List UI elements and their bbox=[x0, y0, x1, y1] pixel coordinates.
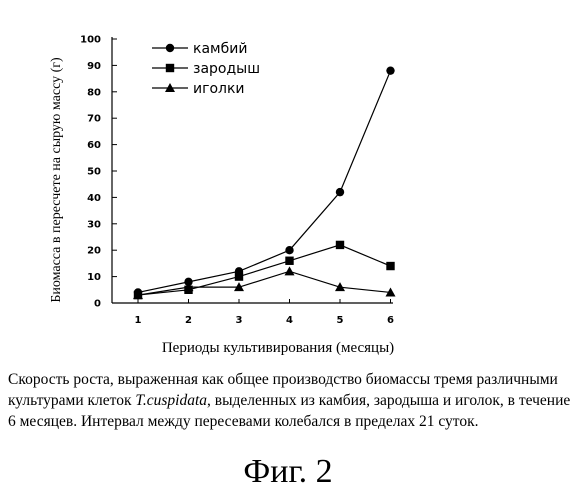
y-tick-label: 70 bbox=[87, 114, 101, 125]
data-point bbox=[336, 241, 344, 249]
series-1 bbox=[134, 66, 395, 296]
x-tick-label: 4 bbox=[286, 315, 293, 326]
data-point bbox=[386, 66, 394, 74]
chart-series bbox=[133, 66, 396, 299]
y-axis-label: Биомасса в пересчете на сырую массу (г) bbox=[49, 57, 64, 303]
legend-label: зародыш bbox=[193, 61, 260, 77]
data-point bbox=[386, 262, 394, 270]
chart-legend: камбий зародыш иголки bbox=[152, 41, 260, 97]
data-point bbox=[285, 257, 293, 265]
series-line bbox=[138, 245, 391, 295]
legend-marker bbox=[166, 64, 174, 72]
legend-item: камбий bbox=[152, 41, 247, 57]
y-tick-label: 0 bbox=[94, 299, 101, 310]
series-line bbox=[138, 71, 391, 293]
y-tick-label: 60 bbox=[87, 140, 101, 151]
legend-item: зародыш bbox=[152, 61, 260, 77]
y-tick-label: 30 bbox=[87, 219, 101, 230]
series-2 bbox=[134, 241, 395, 300]
figure-caption: Скорость роста, выраженная как общее про… bbox=[8, 369, 572, 432]
y-tick-label: 90 bbox=[87, 61, 101, 72]
data-point bbox=[336, 188, 344, 196]
x-tick-label: 3 bbox=[236, 315, 243, 326]
series-3 bbox=[133, 266, 396, 299]
y-tick-label: 40 bbox=[87, 193, 101, 204]
data-point bbox=[285, 266, 295, 275]
y-tick-label: 100 bbox=[80, 35, 101, 46]
x-tick-label: 2 bbox=[185, 315, 192, 326]
x-tick-label: 6 bbox=[387, 315, 394, 326]
y-tick-label: 50 bbox=[87, 167, 101, 178]
x-tick-label: 5 bbox=[337, 315, 344, 326]
figure-label: Фиг. 2 bbox=[0, 452, 576, 492]
legend-marker bbox=[166, 44, 174, 52]
y-tick-label: 80 bbox=[87, 87, 101, 98]
data-point bbox=[285, 246, 293, 254]
line-chart: 0 10 20 30 40 50 60 70 80 90 100 1 2 3 4 5 6 камбий заро… bbox=[0, 0, 576, 365]
x-tick-label: 1 bbox=[135, 315, 142, 326]
legend-label: камбий bbox=[193, 41, 247, 57]
y-tick-label: 20 bbox=[87, 246, 101, 257]
legend-label: иголки bbox=[193, 81, 245, 97]
data-point bbox=[235, 272, 243, 280]
x-axis-label: Периоды культивирования (месяцы) bbox=[162, 340, 394, 356]
y-tick-label: 10 bbox=[87, 272, 101, 283]
legend-item: иголки bbox=[152, 81, 245, 97]
caption-species-name: T.cuspidata bbox=[135, 392, 207, 409]
